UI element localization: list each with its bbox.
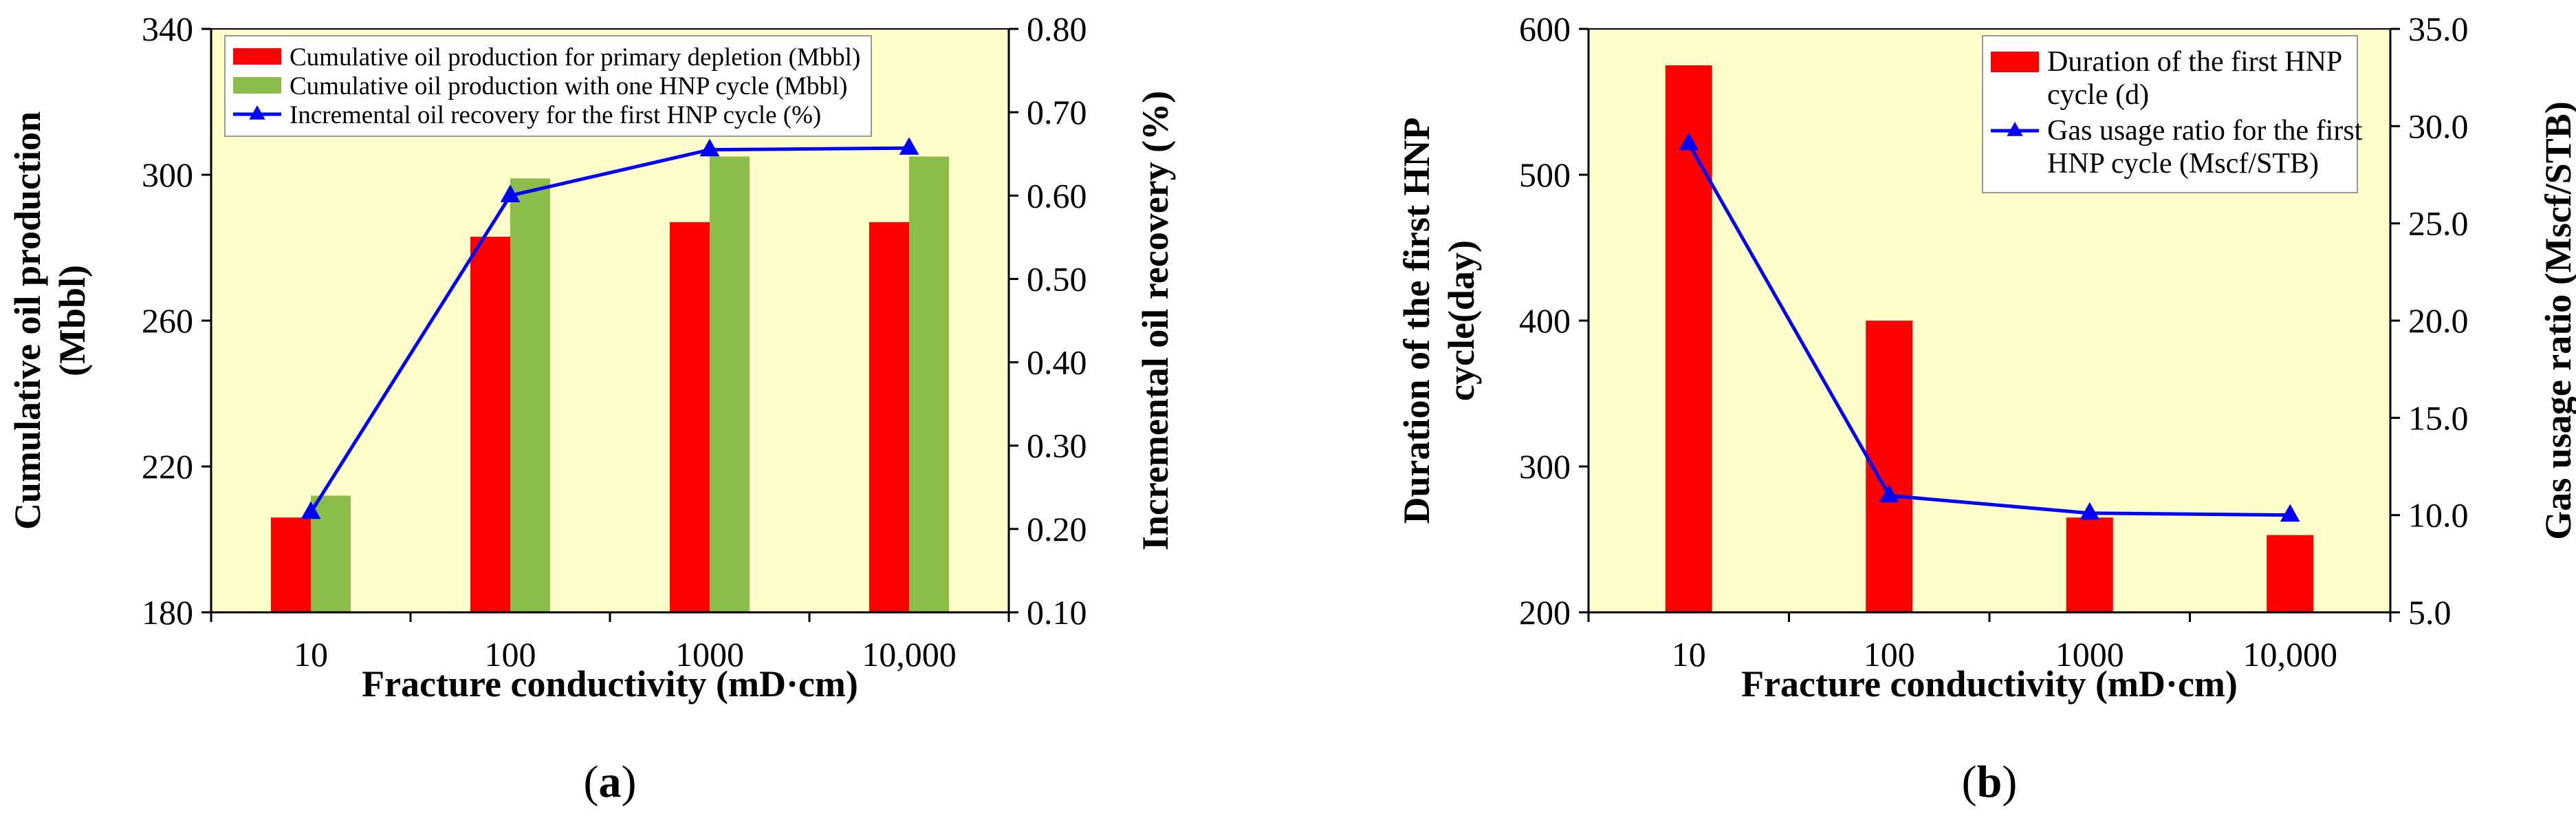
y-tick-label: 340: [142, 10, 193, 48]
bar-0-1: [470, 237, 510, 613]
x-axis-title: Fracture conductivity (mD·cm): [362, 663, 858, 705]
y2-tick-label: 25.0: [2408, 204, 2469, 243]
x-tick-label: 100: [1864, 635, 1915, 674]
line-marker-0: [301, 501, 321, 519]
y2-tick-label: 5.0: [2408, 593, 2452, 632]
legend-label: Cumulative oil production for primary de…: [290, 43, 860, 72]
legend-label: Duration of the first HNP: [2047, 46, 2342, 78]
y2-axis-title: Incremental oil recovery (%): [1135, 91, 1176, 550]
legend-swatch-0: [233, 48, 281, 65]
x-axis-title: Fracture conductivity (mD·cm): [1741, 663, 2238, 705]
series-line-0: [1687, 142, 2291, 517]
line-marker-3: [2280, 504, 2300, 522]
y2-tick-label: 15.0: [2408, 398, 2469, 437]
y-tick-label: 500: [1519, 155, 1571, 194]
bar-0-0: [271, 517, 311, 612]
y-tick-label: 200: [1519, 593, 1571, 632]
bar-0-2: [670, 222, 710, 612]
x-tick-label: 1000: [675, 635, 744, 674]
legend-label: HNP cycle (Mscf/STB): [2047, 148, 2319, 180]
y2-tick-label: 0.60: [1027, 176, 1087, 215]
y-tick-label: 300: [142, 155, 193, 194]
bar-0-0: [1665, 65, 1712, 612]
legend-label: Gas usage ratio for the first: [2047, 115, 2363, 147]
y-axis-title-line: cycle(day): [1441, 240, 1482, 401]
y2-tick-label: 0.70: [1027, 93, 1087, 131]
panel-label: (a): [584, 757, 637, 807]
y2-tick-label: 0.20: [1027, 510, 1087, 548]
bar-1-1: [510, 178, 550, 612]
line-marker-2: [699, 138, 720, 157]
y2-tick-label: 35.0: [2408, 10, 2469, 48]
y2-tick-label: 0.80: [1027, 10, 1087, 48]
y-axis-title-line: (Mbbl): [52, 265, 93, 376]
bar-0-3: [869, 222, 909, 612]
y2-tick-label: 0.30: [1027, 427, 1087, 465]
y2-tick-label: 30.0: [2408, 107, 2469, 145]
legend-label: Incremental oil recovery for the first H…: [290, 101, 821, 129]
series-line-0: [309, 146, 910, 513]
bar-0-3: [2267, 535, 2314, 612]
y-tick-label: 180: [142, 593, 193, 632]
y-axis-title-line: Cumulative oil production: [7, 111, 48, 530]
line-marker-3: [899, 137, 919, 155]
panel-label: (b): [1962, 757, 2018, 807]
legend-label: cycle (d): [2047, 79, 2149, 111]
line-marker-1: [1879, 484, 1899, 502]
legend-swatch-1: [233, 77, 281, 94]
y-tick-label: 220: [142, 447, 193, 486]
legend-marker-2: [249, 105, 265, 120]
y2-tick-label: 10.0: [2408, 496, 2469, 535]
legend-box: [224, 35, 872, 137]
x-tick-label: 100: [485, 635, 536, 674]
y2-tick-label: 0.50: [1027, 259, 1087, 298]
bar-0-2: [2066, 517, 2113, 612]
x-tick-label: 10: [294, 635, 328, 674]
chart-panel-a: 180 220 260 300 340 0.10 0.20 0.30 0.40 0.50 0.60 0…: [7, 10, 1176, 807]
y2-tick-label: 20.0: [2408, 301, 2469, 340]
x-tick-label: 10: [1672, 635, 1706, 674]
bar-1-3: [909, 156, 949, 612]
y2-tick-label: 0.10: [1027, 593, 1087, 632]
x-tick-label: 1000: [2055, 635, 2124, 674]
y-tick-label: 260: [142, 301, 193, 340]
x-tick-label: 10,000: [2243, 635, 2338, 674]
legend-marker-1: [2007, 122, 2023, 136]
line-marker-1: [500, 184, 521, 202]
legend-box: [1982, 35, 2358, 193]
y-axis-title-line: Duration of the first HNP: [1396, 118, 1437, 524]
x-tick-label: 10,000: [862, 635, 957, 674]
y-tick-label: 300: [1519, 447, 1571, 486]
line-marker-2: [2080, 502, 2100, 520]
y-tick-label: 600: [1519, 10, 1571, 48]
legend: Cumulative oil production for primary de…: [224, 35, 872, 137]
chart-panel-b: 200 300 400 500 600 5.0 10.0 15.0 20.0 25.0 30.0 35…: [1396, 10, 2576, 807]
y-tick-label: 400: [1519, 301, 1571, 340]
legend-swatch-0: [1991, 52, 2039, 72]
line-marker-0: [1679, 132, 1699, 151]
y2-tick-label: 0.40: [1027, 343, 1087, 382]
y2-axis-title: Gas usage ratio (Mscf/STB): [2537, 101, 2576, 539]
bar-1-2: [710, 156, 750, 612]
legend-label: Cumulative oil production with one HNP c…: [290, 72, 847, 100]
